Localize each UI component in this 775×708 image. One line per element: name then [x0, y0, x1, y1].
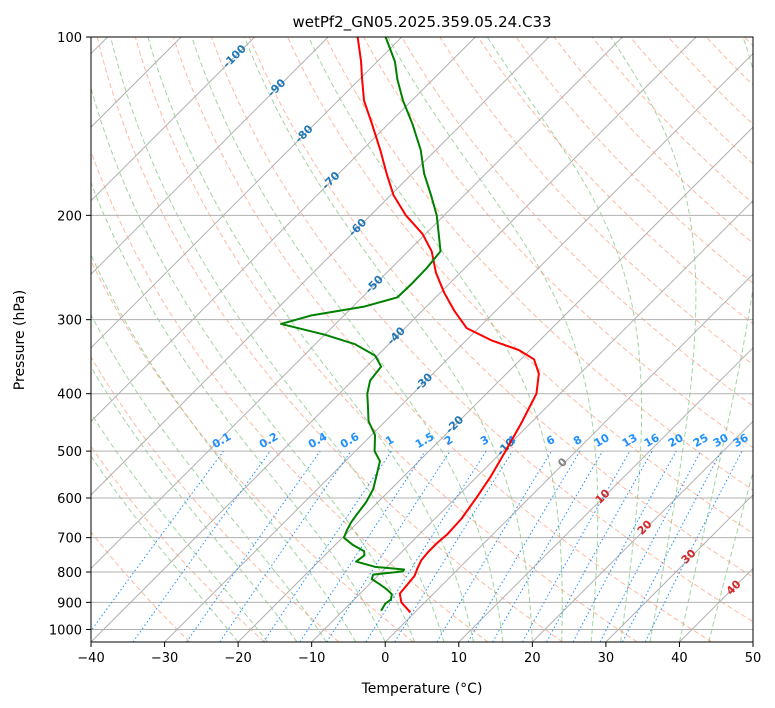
mixing-ratio-line	[365, 450, 487, 642]
mixing-ratio-line	[132, 450, 271, 642]
dry-adiabat-line	[91, 356, 340, 642]
moist-adiabat-line	[91, 455, 239, 642]
x-tick-label: −20	[224, 651, 251, 666]
mixing-ratio-line	[219, 450, 352, 642]
mixing-ratio-line	[546, 450, 653, 642]
moist-adiabat-line	[708, 470, 753, 642]
moist-adiabats	[91, 37, 753, 642]
moist-adiabat-line	[91, 253, 357, 642]
dry-adiabat-line	[91, 531, 191, 642]
isotherm-line	[311, 199, 753, 642]
moist-adiabat-line	[91, 313, 327, 642]
x-tick-label: 0	[381, 651, 389, 666]
y-tick-label: 800	[57, 566, 82, 581]
mixing-ratio-line	[522, 450, 631, 642]
mixing-ratio-line	[186, 450, 321, 642]
x-axis-ticks: −40 −30 −20 −10 0 10 20 30 40 50	[77, 642, 761, 666]
dry-adiabats	[91, 37, 753, 642]
isotherm-line	[91, 37, 550, 496]
x-tick-label: 40	[671, 651, 688, 666]
dewpoint-profile	[280, 37, 442, 612]
dry-adiabat-line	[134, 37, 638, 642]
dry-adiabat-line	[210, 37, 753, 623]
x-tick-label: 30	[598, 651, 615, 666]
dry-adiabat-line	[515, 37, 753, 284]
y-tick-label: 600	[57, 492, 82, 507]
isotherm-line	[458, 347, 753, 642]
pressure-gridlines	[91, 37, 753, 630]
moist-adiabat-line	[91, 86, 416, 642]
isotherm-line	[91, 37, 476, 423]
y-tick-label: 500	[57, 445, 82, 460]
mixing-ratio-line	[394, 450, 514, 642]
isotherm-line	[91, 37, 256, 202]
dry-adiabat-line	[325, 37, 753, 491]
x-tick-label: 10	[451, 651, 468, 666]
x-tick-label: −10	[298, 651, 325, 666]
dry-adiabat-line	[401, 37, 753, 407]
mixing-ratio-line	[467, 450, 581, 642]
isotherm-line	[164, 52, 753, 642]
x-tick-label: 20	[524, 651, 541, 666]
isotherms	[91, 37, 753, 642]
plot-frame	[90, 36, 754, 643]
y-tick-label: 100	[57, 31, 82, 46]
y-tick-label: 200	[57, 209, 82, 224]
dry-adiabat-line	[248, 37, 753, 578]
y-tick-label: 300	[57, 314, 82, 329]
dry-adiabat-line	[172, 37, 713, 642]
moist-adiabat-line	[610, 37, 697, 642]
moist-adiabat-line	[91, 365, 298, 642]
mixing-ratio-line	[326, 450, 451, 642]
isotherm-line	[91, 37, 403, 349]
mixing-ratio-line	[436, 450, 552, 642]
sounding-profiles	[280, 37, 540, 614]
dry-adiabat-line	[91, 259, 414, 642]
isotherm-line	[384, 273, 753, 642]
moist-adiabat-line	[147, 37, 474, 642]
isotherm-line	[605, 494, 753, 642]
isotherm-line	[531, 420, 753, 642]
isotherm-line	[91, 37, 623, 570]
chart-title: wetPf2_GN05.2025.359.05.24.C33	[292, 13, 551, 32]
temperature-profile	[356, 37, 540, 614]
y-tick-label: 900	[57, 596, 82, 611]
moist-adiabat-line	[191, 37, 504, 642]
x-axis-label: Temperature (°C)	[361, 681, 483, 697]
y-tick-label: 1000	[49, 623, 82, 638]
dry-adiabat-line	[96, 37, 563, 642]
isotherm-line	[91, 37, 697, 642]
mixing-ratio-lines	[91, 450, 743, 642]
isotherm-line	[91, 37, 329, 275]
moist-adiabat-line	[387, 37, 599, 642]
y-tick-label: 400	[57, 388, 82, 403]
x-tick-label: −30	[151, 651, 178, 666]
moist-adiabat-line	[486, 37, 643, 642]
y-axis-ticks: 1000 900 800 700 600 500 400 300 200 100	[49, 31, 91, 638]
dry-adiabat-line	[477, 37, 753, 325]
x-tick-label: −40	[77, 651, 104, 666]
y-tick-label: 700	[57, 532, 82, 547]
mixing-ratio-line	[91, 450, 224, 632]
mixing-ratio-line	[492, 450, 604, 642]
moist-adiabat-line	[91, 181, 386, 642]
moist-adiabat-line	[243, 37, 533, 642]
dry-adiabat-line	[287, 37, 753, 534]
dry-adiabat-line	[91, 150, 489, 642]
mixing-ratio-line	[572, 450, 677, 642]
x-tick-label: 50	[745, 651, 762, 666]
isotherm-line	[237, 126, 753, 642]
y-axis-label: Pressure (hPa)	[12, 290, 28, 390]
plot-area: -100-90-80-70-60-50-40-30-20-100.1 0.2 0.4…	[91, 37, 753, 642]
dry-adiabat-line	[591, 37, 753, 205]
